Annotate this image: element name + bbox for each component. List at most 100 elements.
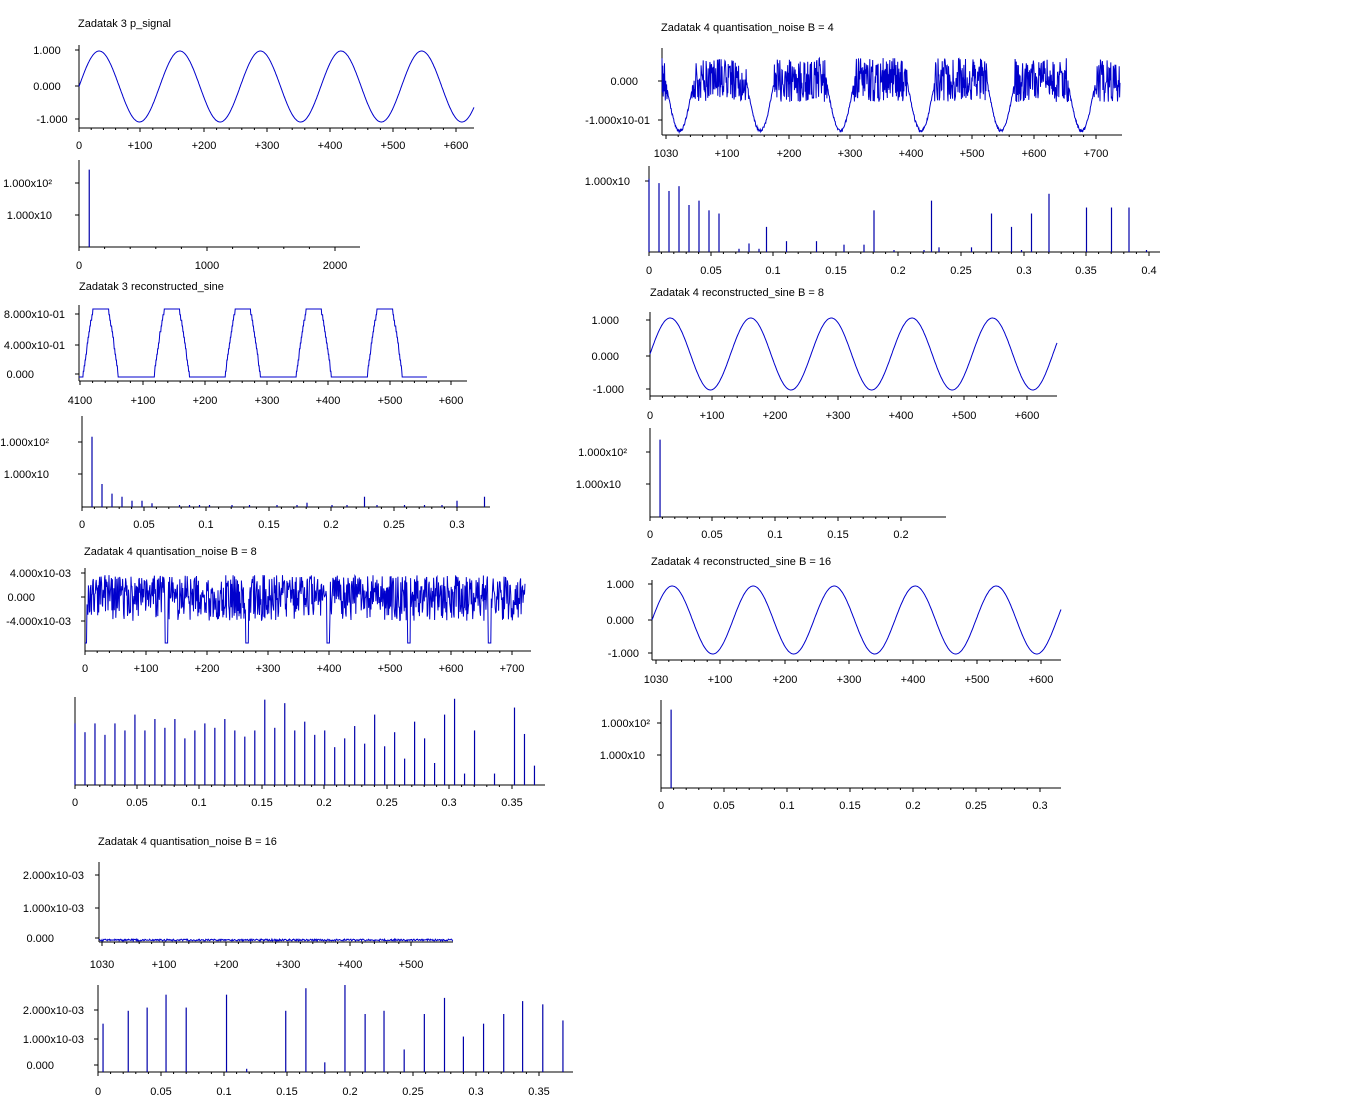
y-tick-label: 1.000x10-03: [23, 1034, 84, 1046]
x-tick-label: +100: [131, 395, 156, 407]
y-tick-label: 0.000: [591, 351, 619, 363]
x-tick-label: 0.3: [1016, 265, 1031, 277]
x-tick-label: 0.15: [825, 265, 846, 277]
x-tick-label: +600: [1029, 674, 1054, 686]
x-tick-label: 0.05: [700, 265, 721, 277]
x-tick-label: +400: [338, 959, 363, 971]
x-tick-label: 0: [95, 1086, 101, 1098]
x-tick-label: 0.15: [276, 1086, 297, 1098]
x-tick-label: 0.2: [905, 800, 920, 812]
x-tick-label: 0: [82, 663, 88, 675]
x-tick-label: +200: [214, 959, 239, 971]
x-tick-label: 0.15: [839, 800, 860, 812]
x-tick-label: 0.05: [133, 519, 154, 531]
x-tick-label: +500: [960, 148, 985, 160]
x-tick-label: 0.2: [342, 1086, 357, 1098]
z4-noise-b4-spectrum: 0 0.05 0.1 0.15 0.2 0.25 0.3 0.35 0.4 1.000x10: [585, 166, 1160, 277]
z4-noise-b8: Zadatak 4 quantisation_noise B = 8 0 +100 +…: [6, 546, 531, 675]
y-tick-label: 1.000x10²: [0, 437, 49, 449]
y-tick-label: -1.000: [36, 114, 67, 126]
y-tick-label: 1.000: [591, 315, 619, 327]
x-tick-label: 0.15: [258, 519, 279, 531]
z4-noise-b8-spectrum: 0 0.05 0.1 0.15 0.2 0.25 0.3 0.35: [72, 697, 545, 809]
x-tick-label: 0.1: [216, 1086, 231, 1098]
x-tick-label: 0.25: [402, 1086, 423, 1098]
series-line: [85, 574, 526, 644]
chart-title: Zadatak 4 reconstructed_sine B = 8: [650, 287, 824, 299]
x-tick-label: 0.1: [765, 265, 780, 277]
x-tick-label: 1000: [195, 260, 219, 272]
chart-title: Zadatak 4 reconstructed_sine B = 16: [651, 556, 831, 568]
y-tick-label: 1.000x10²: [601, 718, 650, 730]
x-tick-label: 0.1: [779, 800, 794, 812]
x-tick-label: 4100: [68, 395, 92, 407]
x-tick-label: 0.3: [1032, 800, 1047, 812]
x-tick-label: +400: [318, 140, 343, 152]
x-tick-label: +200: [193, 395, 218, 407]
z3-reconstructed: Zadatak 3 reconstructed_sine 4100 +100 +200…: [4, 281, 467, 407]
x-tick-label: +500: [399, 959, 424, 971]
x-tick-label: +500: [965, 674, 990, 686]
z4-reconstructed-b8-spectrum: 0 0.05 0.1 0.15 0.2 1.000x10² 1.000x10: [576, 428, 946, 541]
y-tick-label: 4.000x10-01: [4, 340, 65, 352]
x-tick-label: +300: [826, 410, 851, 422]
y-tick-label: -1.000: [608, 648, 639, 660]
y-tick-label: 8.000x10-01: [4, 309, 65, 321]
x-tick-label: 0.2: [316, 797, 331, 809]
z4-noise-b16-spectrum: 0 0.05 0.1 0.15 0.2 0.25 0.3 0.35 2.000x10-03 1.0…: [23, 985, 573, 1098]
x-tick-label: 0: [647, 410, 653, 422]
y-tick-label: -4.000x10-03: [6, 616, 71, 628]
x-tick-label: 0.2: [893, 529, 908, 541]
z4-noise-b4: Zadatak 4 quantisation_noise B = 4 1030 +1…: [585, 22, 1122, 160]
x-tick-label: 0: [76, 140, 82, 152]
x-tick-label: +700: [1084, 148, 1109, 160]
x-tick-label: +500: [378, 663, 403, 675]
x-tick-label: 0: [79, 519, 85, 531]
x-tick-label: +600: [444, 140, 469, 152]
x-tick-label: 0.25: [376, 797, 397, 809]
z4-reconstructed-b16-spectrum: 0 0.05 0.1 0.15 0.2 0.25 0.3 1.000x10² 1.000x10: [600, 700, 1061, 812]
x-tick-label: +600: [1015, 410, 1040, 422]
x-tick-label: 0.3: [441, 797, 456, 809]
y-tick-label: 0.000: [606, 615, 634, 627]
y-tick-label: 1.000x10: [576, 479, 621, 491]
z3-reconstructed-spectrum: 0 0.05 0.1 0.15 0.2 0.25 0.3 1.000x10² 1.000x10: [0, 416, 490, 531]
x-tick-label: 0: [646, 265, 652, 277]
series-line: [649, 317, 1058, 391]
chart-title: Zadatak 4 quantisation_noise B = 16: [98, 836, 277, 848]
x-tick-label: 0.25: [965, 800, 986, 812]
x-tick-label: +200: [773, 674, 798, 686]
x-tick-label: 1030: [90, 959, 114, 971]
x-tick-label: 0.3: [449, 519, 464, 531]
x-tick-label: +500: [952, 410, 977, 422]
x-tick-label: +300: [255, 395, 280, 407]
x-tick-label: +200: [192, 140, 217, 152]
y-tick-label: 0.000: [33, 81, 61, 93]
x-tick-label: +500: [381, 140, 406, 152]
y-tick-label: 0.000: [26, 933, 54, 945]
x-tick-label: 0.35: [501, 797, 522, 809]
y-tick-label: 0.000: [610, 76, 638, 88]
y-tick-label: -1.000x10-01: [585, 115, 650, 127]
y-tick-label: 0.000: [26, 1060, 54, 1072]
series-line: [661, 56, 1121, 135]
y-tick-label: 1.000x10²: [3, 178, 52, 190]
y-tick-label: 1.000x10²: [578, 447, 627, 459]
x-tick-label: +300: [837, 674, 862, 686]
x-tick-label: +300: [276, 959, 301, 971]
y-tick-label: 4.000x10-03: [10, 568, 71, 580]
x-tick-label: +400: [316, 395, 341, 407]
x-tick-label: 0.35: [528, 1086, 549, 1098]
x-tick-label: 0.35: [1075, 265, 1096, 277]
x-tick-label: +500: [378, 395, 403, 407]
x-tick-label: 0.05: [126, 797, 147, 809]
x-tick-label: 1030: [644, 674, 668, 686]
x-tick-label: 0.3: [468, 1086, 483, 1098]
chart-title: Zadatak 3 reconstructed_sine: [79, 281, 224, 293]
x-tick-label: +200: [777, 148, 802, 160]
x-tick-label: +600: [1022, 148, 1047, 160]
x-tick-label: +100: [134, 663, 159, 675]
z3-signal: Zadatak 3 p_signal 0 +100 +200 +300 +400 +500 +…: [33, 18, 475, 152]
x-tick-label: 0.2: [890, 265, 905, 277]
x-tick-label: +400: [899, 148, 924, 160]
